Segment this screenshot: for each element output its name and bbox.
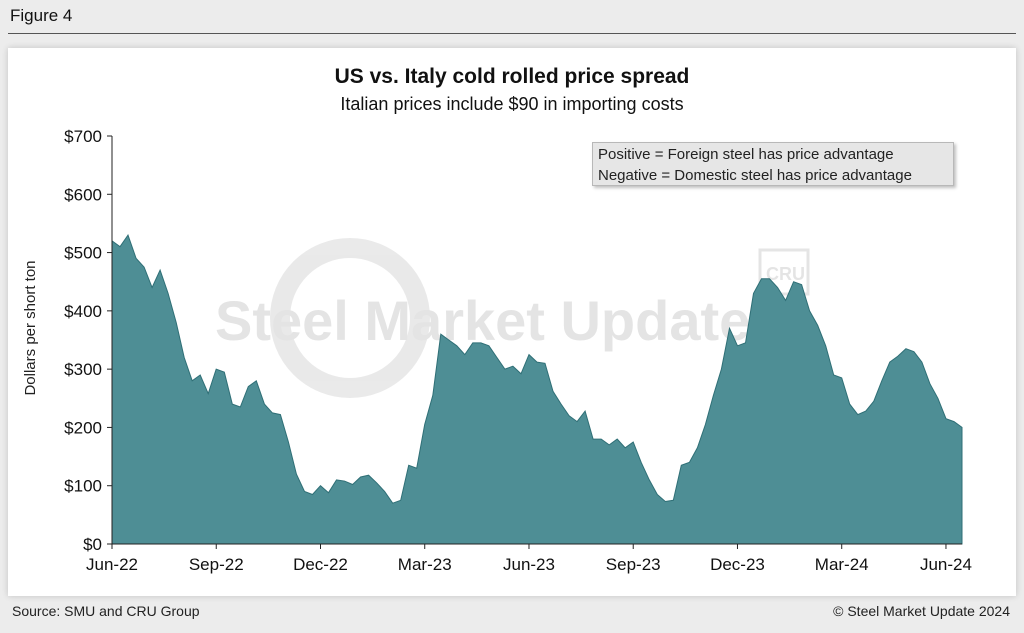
y-tick-label: $500	[64, 244, 102, 263]
figure-divider	[8, 33, 1016, 34]
y-axis-label: Dollars per short ton	[22, 260, 39, 395]
figure-label: Figure 4	[10, 6, 73, 25]
x-tick-label: Jun-23	[503, 555, 555, 574]
watermark-text: Steel Market Update	[215, 289, 750, 352]
x-tick-label: Mar-23	[398, 555, 452, 574]
y-tick-labels: $0 $100 $200 $300 $400 $500 $600 $700	[64, 127, 102, 554]
x-tick-labels: Jun-22 Sep-22 Dec-22 Mar-23 Jun-23 Sep-23 Dec-…	[86, 555, 972, 574]
legend-positive: Positive = Foreign steel has price advan…	[598, 146, 894, 163]
watermark: Steel Market Update CRU	[215, 238, 810, 398]
source-note: Source: SMU and CRU Group	[12, 603, 200, 619]
legend-box: Positive = Foreign steel has price advan…	[592, 142, 954, 186]
y-tick-label: $100	[64, 477, 102, 496]
y-tick-label: $600	[64, 185, 102, 204]
x-tick-label: Sep-22	[189, 555, 244, 574]
y-tick-label: $700	[64, 127, 102, 146]
x-tick-label: Jun-22	[86, 555, 138, 574]
legend-negative: Negative = Domestic steel has price adva…	[598, 167, 912, 184]
chart-subtitle: Italian prices include $90 in importing …	[340, 94, 683, 114]
chart-title: US vs. Italy cold rolled price spread	[335, 65, 690, 88]
x-tick-label: Dec-22	[293, 555, 348, 574]
y-tick-label: $400	[64, 302, 102, 321]
x-tick-label: Mar-24	[815, 555, 869, 574]
x-tick-label: Jun-24	[920, 555, 972, 574]
x-tick-label: Dec-23	[710, 555, 765, 574]
spread-area	[111, 234, 963, 545]
area-layer	[111, 234, 963, 545]
x-tick-label: Sep-23	[606, 555, 661, 574]
y-tick-label: $0	[83, 535, 102, 554]
y-tick-label: $200	[64, 418, 102, 437]
copyright-note: © Steel Market Update 2024	[833, 603, 1010, 619]
watermark-badge-text: CRU	[766, 264, 805, 284]
watermark-swoosh-icon	[270, 238, 430, 398]
y-tick-label: $300	[64, 360, 102, 379]
axis-layer	[107, 135, 962, 549]
watermark-badge-icon	[758, 248, 810, 296]
